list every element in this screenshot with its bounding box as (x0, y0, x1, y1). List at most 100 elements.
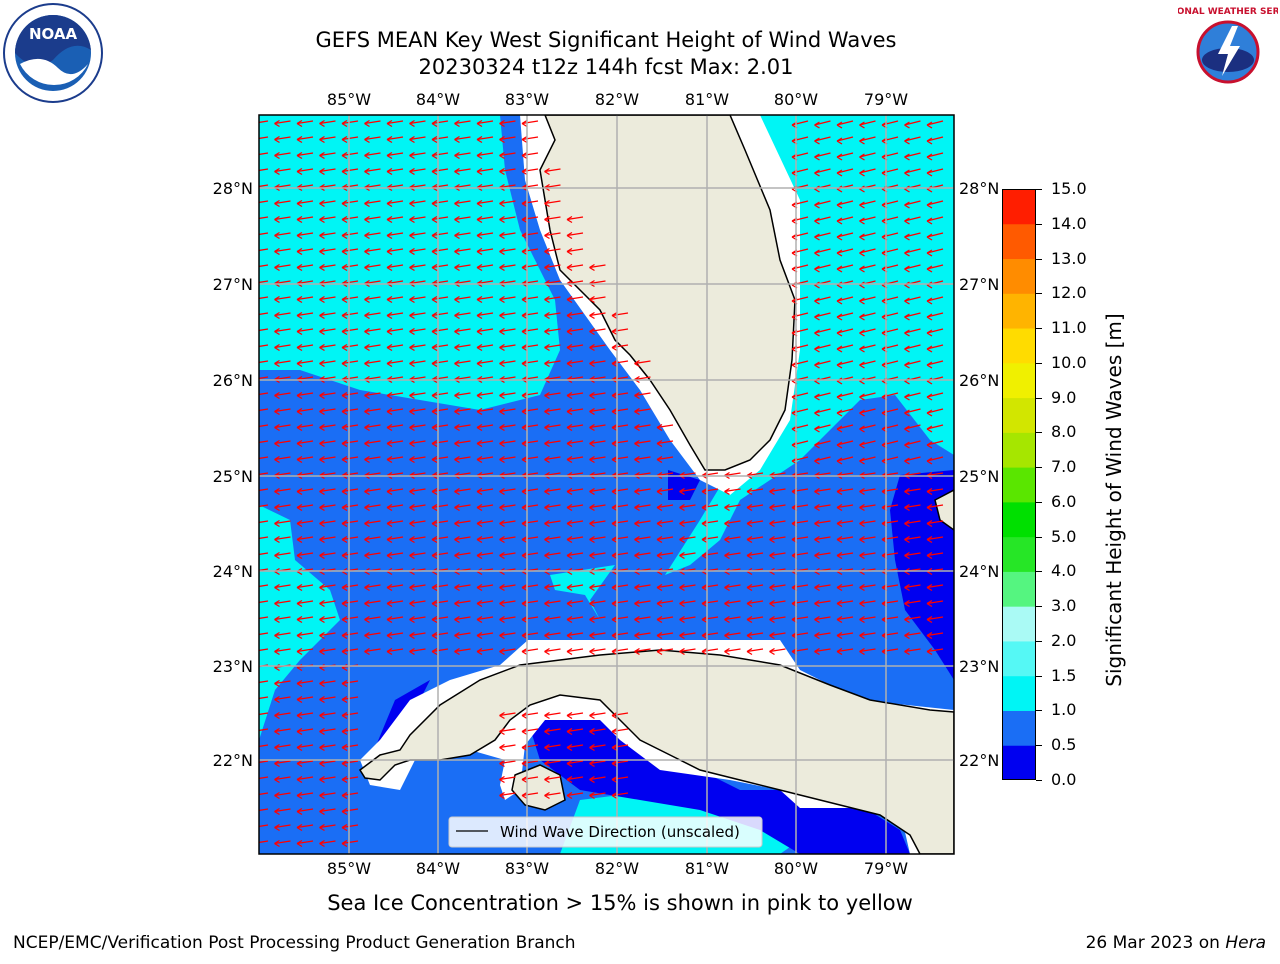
wind-wave-arrow (836, 136, 854, 145)
wind-wave-arrow (341, 615, 359, 624)
wind-wave-arrow (814, 440, 831, 449)
wind-wave-arrow (476, 327, 494, 336)
map-frame (258, 114, 955, 855)
wind-wave-arrow (476, 263, 494, 272)
wind-wave-arrow (259, 520, 269, 524)
wind-wave-arrow (296, 743, 314, 752)
wind-wave-arrow (926, 647, 944, 656)
colorbar-swatch (1002, 223, 1036, 260)
wind-wave-arrow (296, 775, 314, 784)
wind-wave-arrow (364, 135, 381, 144)
wind-wave-arrow (566, 231, 584, 240)
wind-wave-arrow (656, 487, 674, 496)
colorbar-tick: 9.0 (1036, 388, 1076, 407)
wave-band-deep-cuba-south (525, 712, 910, 854)
wind-wave-arrow (544, 519, 561, 528)
wind-wave-arrow (296, 423, 314, 432)
wind-wave-arrow (274, 119, 291, 128)
wind-wave-arrow (341, 295, 359, 304)
wind-wave-arrow (611, 743, 629, 752)
wind-wave-arrow (364, 119, 381, 128)
wind-wave-arrow (454, 647, 471, 656)
wind-wave-arrow (341, 775, 359, 784)
wind-wave-arrow (566, 599, 584, 608)
wind-wave-arrow (454, 407, 471, 416)
wind-wave-arrow (566, 263, 584, 272)
wind-wave-arrow (386, 535, 404, 544)
wind-wave-arrow (364, 535, 381, 544)
wind-wave-arrow (296, 807, 314, 816)
wind-wave-arrow (814, 344, 831, 353)
wind-wave-arrow (589, 423, 606, 432)
wind-wave-arrow (274, 551, 291, 560)
wind-wave-arrow (476, 407, 494, 416)
wind-wave-arrow (679, 599, 696, 608)
wind-wave-arrow (904, 487, 921, 496)
wind-wave-arrow (926, 615, 944, 624)
wind-wave-arrow (259, 296, 269, 300)
wind-wave-arrow (454, 167, 471, 176)
lat-label-left: 26°N (213, 371, 253, 390)
wind-wave-arrow (656, 647, 674, 656)
colorbar-swatch (1002, 397, 1036, 433)
wind-wave-arrow (814, 408, 831, 417)
wind-wave-arrow (634, 599, 651, 608)
wind-wave-arrow (904, 631, 921, 640)
colorbar-swatch (1002, 745, 1036, 781)
colorbar-swatch (1002, 189, 1036, 225)
wind-wave-arrow (259, 152, 269, 156)
wind-wave-arrow (499, 439, 516, 448)
wind-wave-arrow (296, 311, 314, 320)
wind-wave-arrow (746, 487, 764, 496)
wind-wave-arrow (566, 551, 584, 560)
wind-wave-arrow (521, 343, 539, 352)
lon-label-bottom: 81°W (685, 859, 729, 878)
wind-wave-arrow (904, 136, 921, 145)
wind-wave-arrow (296, 631, 314, 640)
wind-wave-arrow (341, 215, 359, 224)
wind-wave-arrow (656, 551, 674, 560)
wind-wave-arrow (926, 408, 944, 417)
wind-wave-arrow (814, 583, 831, 592)
wind-wave-arrow (859, 631, 876, 640)
wind-wave-arrow (926, 232, 944, 241)
wind-wave-arrow (259, 424, 269, 428)
wind-wave-arrow (274, 599, 291, 608)
wind-wave-arrow (521, 135, 539, 144)
wind-wave-arrow (274, 391, 291, 400)
wind-wave-arrow (431, 647, 449, 656)
wind-wave-arrow (476, 231, 494, 240)
wind-wave-arrow (544, 263, 561, 272)
wind-wave-arrow (454, 615, 471, 624)
wind-wave-arrow (521, 167, 539, 176)
wind-wave-arrow (296, 679, 314, 688)
wind-wave-arrow (364, 311, 381, 320)
wind-wave-arrow (656, 535, 674, 544)
wind-wave-arrow (296, 695, 314, 704)
wind-wave-arrow (926, 599, 944, 608)
wind-wave-arrow (341, 135, 359, 144)
wind-wave-arrow (364, 647, 381, 656)
wind-wave-arrow (409, 439, 426, 448)
wind-wave-arrow (431, 327, 449, 336)
wind-wave-arrow (409, 135, 426, 144)
wind-wave-arrow (296, 551, 314, 560)
wind-wave-arrow (814, 599, 831, 608)
wind-wave-arrow (274, 359, 291, 368)
wind-wave-arrow (904, 440, 921, 449)
wind-wave-arrow (274, 727, 291, 736)
wind-wave-arrow (341, 583, 359, 592)
colorbar-tick-label: 1.0 (1051, 700, 1077, 720)
wind-wave-arrow (634, 359, 651, 368)
wind-wave-arrow (521, 583, 539, 592)
lat-label-right: 25°N (959, 467, 999, 486)
wind-wave-arrow (589, 519, 606, 528)
wind-wave-arrow (521, 407, 539, 416)
wind-wave-arrow (341, 743, 359, 752)
wind-wave-arrow (319, 599, 336, 608)
wind-wave-arrow (859, 120, 876, 129)
wind-wave-arrow (611, 327, 629, 336)
wind-wave-arrow (274, 231, 291, 240)
wind-wave-arrow (274, 535, 291, 544)
wind-wave-arrow (296, 615, 314, 624)
